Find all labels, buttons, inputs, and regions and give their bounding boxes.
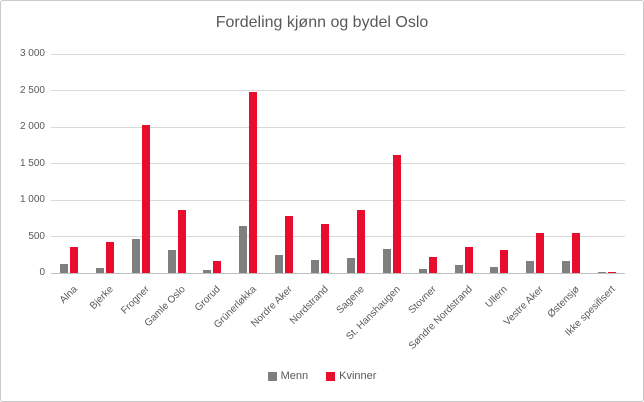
bar-kvinner-10 <box>392 155 401 273</box>
bar-kvinner-8 <box>321 224 330 273</box>
legend-label-kvinner: Kvinner <box>339 370 377 382</box>
y-tick-label: 0 <box>39 267 45 278</box>
legend-swatch-kvinner-icon <box>326 371 336 381</box>
bar-menn-6 <box>239 226 248 273</box>
bar-kvinner-2 <box>105 242 114 273</box>
bar-kvinner-1 <box>69 247 78 273</box>
gridline <box>51 126 625 128</box>
gridline <box>51 236 625 237</box>
bar-kvinner-13 <box>500 250 509 273</box>
bar-kvinner-11 <box>428 257 437 273</box>
y-tick-label: 500 <box>28 230 45 242</box>
bar-menn-3 <box>131 239 140 273</box>
bar-menn-4 <box>167 250 176 273</box>
bar-menn-12 <box>454 265 463 273</box>
bar-kvinner-5 <box>213 261 222 273</box>
bar-menn-5 <box>203 270 212 273</box>
bar-kvinner-3 <box>141 125 150 273</box>
gridline <box>51 199 625 201</box>
bar-kvinner-7 <box>285 216 294 273</box>
bar-kvinner-6 <box>249 92 258 273</box>
bar-menn-7 <box>275 255 284 273</box>
bar-kvinner-14 <box>536 233 545 273</box>
bar-menn-10 <box>382 249 391 273</box>
bar-menn-9 <box>346 258 355 273</box>
bar-kvinner-15 <box>572 233 581 273</box>
bar-menn-8 <box>311 260 320 273</box>
y-tick-label: 1 500 <box>19 157 45 169</box>
bar-menn-15 <box>562 261 571 273</box>
x-axis-line <box>51 273 625 274</box>
bar-menn-13 <box>490 267 499 273</box>
bar-kvinner-16 <box>608 272 617 273</box>
legend-swatch-menn-icon <box>267 371 277 381</box>
legend: Menn Kvinner <box>1 370 643 382</box>
bar-menn-1 <box>59 264 68 273</box>
y-tick-label: 2 000 <box>19 121 45 132</box>
bar-menn-14 <box>526 261 535 273</box>
gridline <box>51 163 625 164</box>
y-tick-label: 3 000 <box>19 48 45 59</box>
gridline <box>51 53 625 55</box>
bar-kvinner-9 <box>356 210 365 273</box>
y-tick-label: 2 500 <box>19 84 45 96</box>
legend-item-kvinner: Kvinner <box>326 370 376 382</box>
bar-kvinner-4 <box>177 210 186 273</box>
plot-area <box>51 53 625 274</box>
legend-label-menn: Menn <box>280 370 309 382</box>
bar-menn-2 <box>95 268 104 273</box>
bar-menn-11 <box>418 269 427 273</box>
bar-menn-16 <box>598 272 607 273</box>
legend-item-menn: Menn <box>267 370 309 382</box>
bar-kvinner-12 <box>464 247 473 273</box>
gridline <box>51 90 625 91</box>
chart-title: Fordeling kjønn og bydel Oslo <box>215 14 429 31</box>
y-tick-label: 1 000 <box>19 194 45 205</box>
